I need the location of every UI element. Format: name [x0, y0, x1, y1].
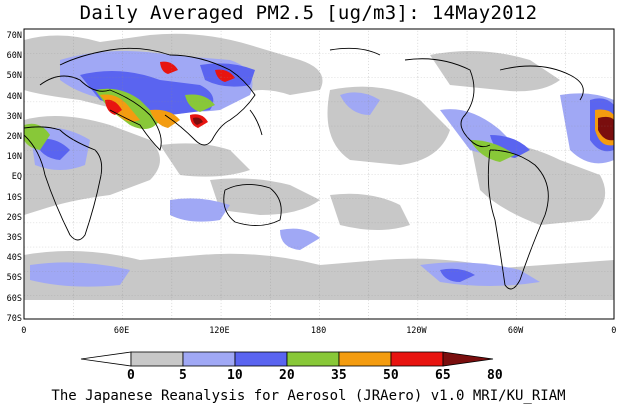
colorbar-swatch-over [442, 351, 494, 367]
lat-label-30s: 30S [6, 233, 22, 243]
lat-label-60s: 60S [6, 293, 22, 304]
lon-label-120e: 120E [209, 326, 230, 336]
lat-label-20n: 20N [6, 132, 22, 142]
lat-label-50n: 50N [6, 71, 22, 82]
lat-label-30n: 30N [6, 111, 22, 122]
lat-label-40n: 40N [6, 91, 22, 102]
colorbar-label-20: 20 [279, 368, 295, 383]
lon-label-0: 0 [21, 326, 27, 336]
colorbar-swatch-50-65 [390, 351, 444, 367]
lat-label-eq: EQ [11, 172, 22, 183]
colorbar-swatch-5-10 [182, 351, 236, 367]
colorbar-label-80: 80 [487, 368, 503, 383]
colorbar-label-65: 65 [435, 368, 451, 383]
map-field-layer [24, 29, 614, 319]
lat-label-50s: 50S [6, 273, 22, 284]
lon-label-60e: 60E [113, 326, 130, 336]
lat-label-10s: 10S [6, 192, 22, 203]
colorbar-swatch-under [80, 351, 132, 367]
lat-label-40s: 40S [6, 253, 22, 264]
colorbar-label-50: 50 [383, 368, 399, 383]
lat-label-10n: 10N [6, 152, 22, 163]
lat-label-70n: 70N [6, 31, 22, 41]
lon-label-120w: 120W [406, 326, 427, 336]
lat-label-60n: 60N [6, 51, 22, 62]
colorbar-swatch-10-20 [234, 351, 288, 367]
colorbar-swatch-20-35 [286, 351, 340, 367]
lon-label-180: 180 [310, 326, 327, 336]
footer-credit: The Japanese Reanalysis for Aerosol (JRA… [51, 388, 566, 404]
lat-label-20s: 20S [6, 212, 22, 223]
colorbar-label-10: 10 [227, 368, 243, 383]
colorbar-label-35: 35 [331, 368, 347, 383]
lon-label-0: 0 [611, 326, 617, 336]
map-frame [23, 28, 615, 320]
lon-label-60w: 60W [507, 326, 524, 336]
colorbar [80, 351, 494, 367]
lat-label-70s: 70S [6, 313, 22, 324]
colorbar-swatch-35-50 [338, 351, 392, 367]
colorbar-swatch-0-5 [130, 351, 184, 367]
page-title: Daily Averaged PM2.5 [ug/m3]: 14May2012 [79, 2, 538, 24]
colorbar-label-5: 5 [179, 368, 187, 383]
colorbar-label-0: 0 [127, 368, 135, 383]
